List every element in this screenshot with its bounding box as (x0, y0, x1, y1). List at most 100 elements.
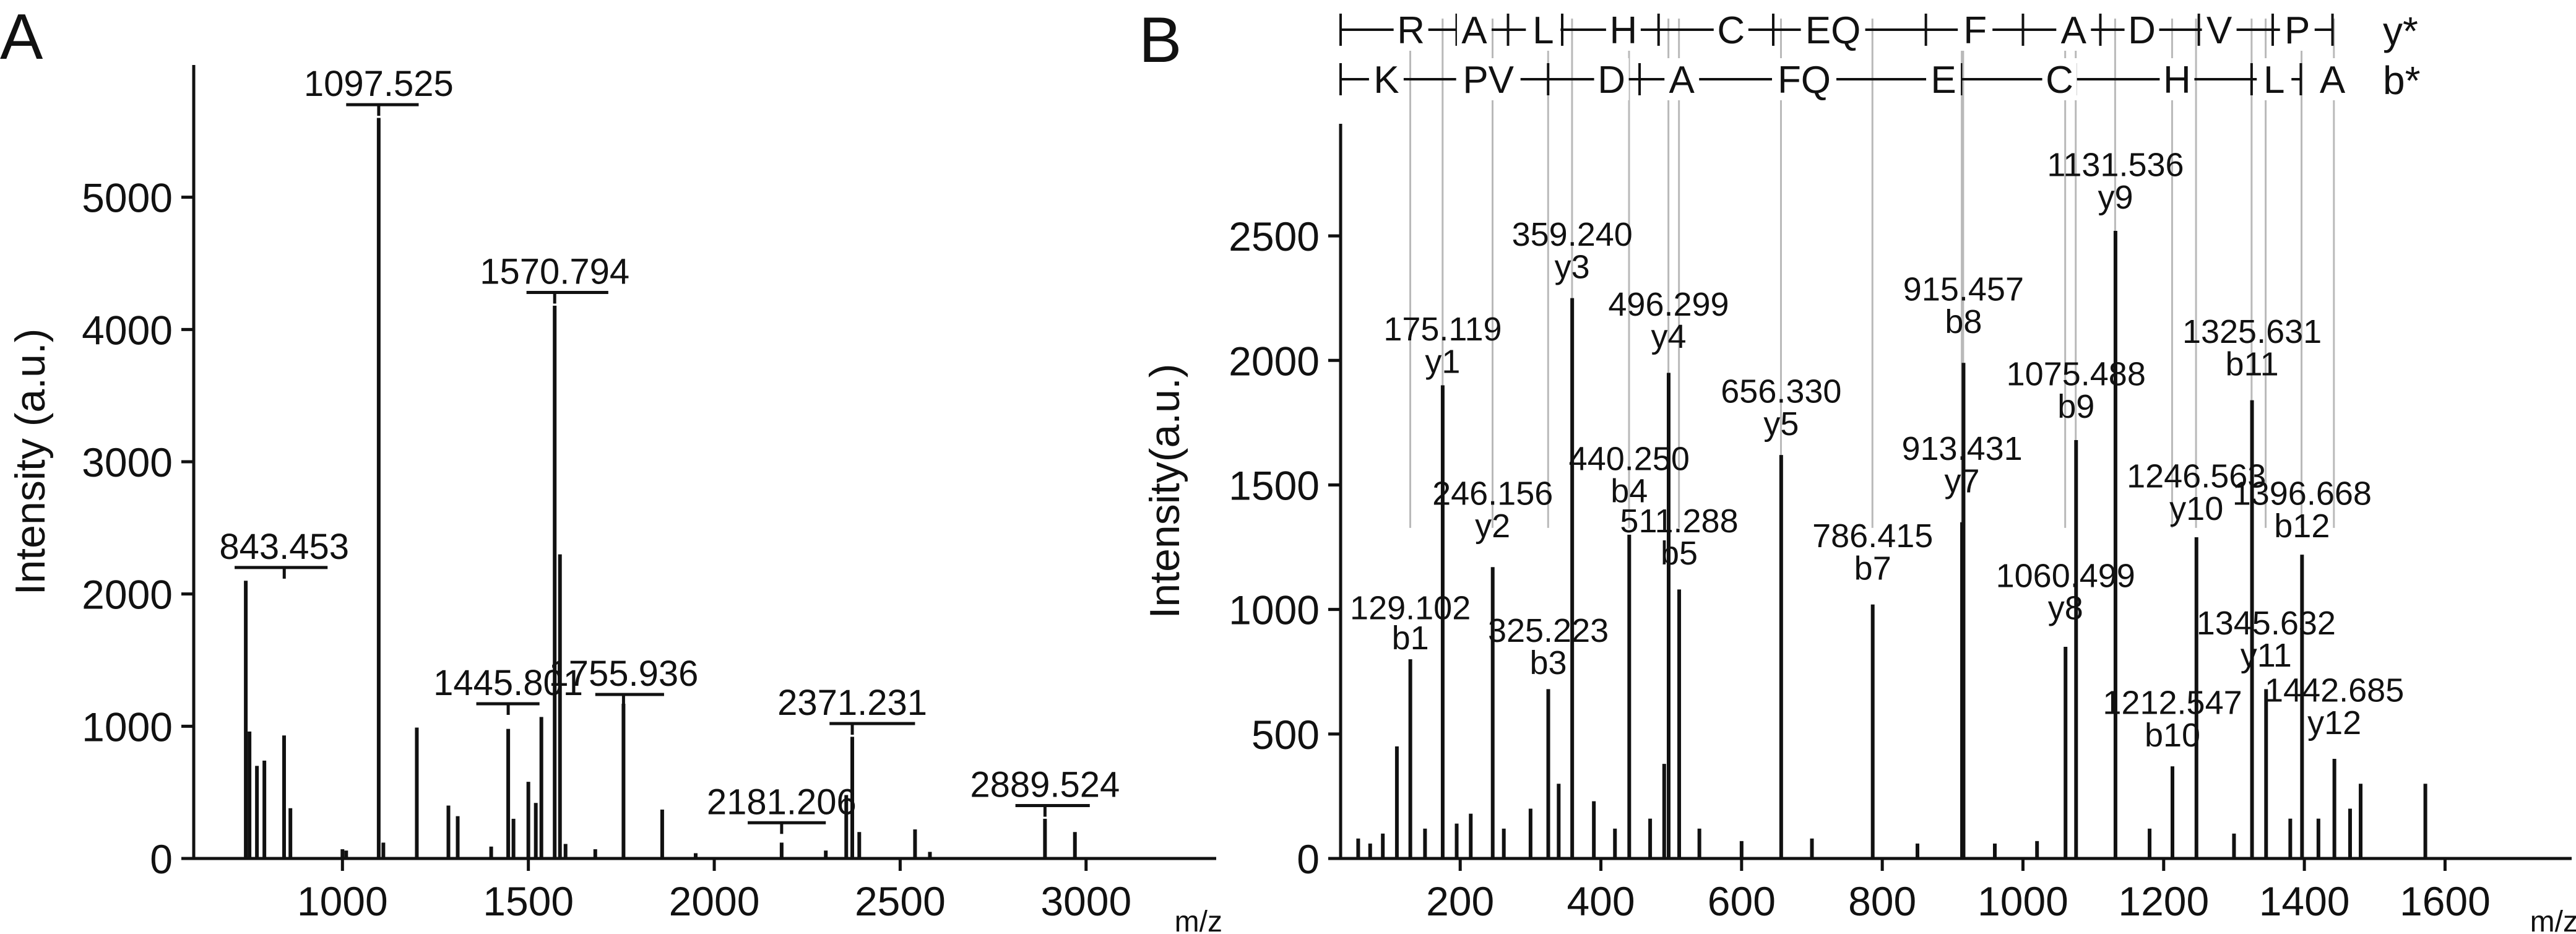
x-tick-label: 2000 (669, 878, 760, 924)
peak-label: b8 (1945, 303, 1982, 340)
x-tick-label: 1000 (1977, 878, 2068, 924)
peak-label: b5 (1661, 535, 1698, 572)
peak-label: 1097.525 (304, 64, 454, 104)
residue-box (2124, 9, 2159, 51)
peak-label: b9 (2057, 388, 2094, 425)
peak-label: y4 (1651, 318, 1686, 355)
panel-label: B (1139, 4, 1182, 76)
peak-label: 511.288 (1620, 503, 1738, 540)
peak-label: 1445.801 (433, 663, 583, 703)
residue-label: F (1963, 9, 1987, 52)
y-axis-label: Intensity (a.u.) (7, 329, 54, 595)
peak-label: y5 (1763, 405, 1799, 443)
residue-label: L (1532, 9, 1554, 52)
residue-label: A (1669, 59, 1695, 102)
x-tick-label: 200 (1426, 878, 1494, 924)
y-tick-label: 0 (150, 836, 173, 882)
residue-label: A (1461, 9, 1487, 52)
x-tick-label: 1200 (2118, 878, 2209, 924)
peak-label: y12 (2307, 704, 2361, 742)
peak-label: 2371.231 (777, 683, 927, 723)
residue-label: E (1930, 59, 1956, 102)
residue-box (1393, 9, 1428, 51)
peak-label: b4 (1610, 473, 1648, 510)
residue-box (1526, 9, 1561, 51)
peak-label: 359.240 (1512, 216, 1633, 253)
peak-label: 1246.563 (2127, 457, 2266, 495)
ion-series-label: b* (2383, 58, 2421, 103)
residue-box (1713, 9, 1748, 51)
residue-label: L (2263, 59, 2284, 102)
residue-box (1594, 58, 1629, 100)
x-tick-label: 3000 (1040, 878, 1131, 924)
peak-label: 1442.685 (2265, 672, 2404, 709)
residue-label: EQ (1805, 9, 1861, 52)
y-tick-label: 5000 (82, 175, 173, 221)
peak-label: 1345.632 (2197, 605, 2336, 642)
peak-label: b1 (1392, 620, 1429, 657)
residue-label: R (1397, 9, 1425, 52)
peak-label: 1755.936 (548, 654, 698, 694)
peak-label: b11 (2226, 345, 2279, 383)
residue-box (2202, 9, 2237, 51)
residue-box (1958, 9, 1993, 51)
residue-box (2280, 9, 2315, 51)
x-tick-label: 1600 (2400, 878, 2491, 924)
x-tick-label: 800 (1848, 878, 1916, 924)
peak-label: b7 (1854, 550, 1891, 587)
peak-label: 129.102 (1350, 590, 1471, 627)
panel-a-chart: A 1000 1500 2000 2500 3000 0 1000 2000 3000 4000 50… (0, 1, 1222, 934)
peak-label: y1 (1425, 343, 1460, 380)
peak-label: 440.250 (1569, 440, 1690, 477)
peak-label: 496.299 (1608, 286, 1729, 323)
residue-label: A (2061, 9, 2087, 52)
peak-label: 1570.794 (480, 252, 629, 292)
y-tick-label: 4000 (82, 307, 173, 353)
peak-label: 1075.488 (2007, 355, 2146, 392)
peak-label: 913.431 (1901, 430, 2022, 467)
peak-label: 1060.499 (1996, 557, 2135, 594)
peak-label: 1325.631 (2182, 313, 2322, 350)
peak-label: y7 (1945, 463, 1980, 500)
residue-label: C (1717, 9, 1745, 52)
x-tick-label: 2500 (855, 878, 946, 924)
panel-b-chart: B 200 400 600 800 1000 1200 1400 1600 0 500 1000 150… (1139, 4, 2576, 934)
x-tick-label: 600 (1708, 878, 1776, 924)
residue-box (2159, 58, 2195, 100)
peak-label: y9 (2098, 179, 2133, 216)
residue-label: V (2206, 9, 2232, 52)
peak-label: 325.223 (1488, 612, 1609, 649)
y-tick-label: 1500 (1229, 462, 1320, 508)
peak-label: 1212.547 (2103, 685, 2242, 722)
y-axis-label: Intensity(a.u.) (1141, 364, 1188, 619)
y-tick-label: 2000 (82, 572, 173, 618)
residue-box (2257, 58, 2292, 100)
peak-label: 175.119 (1383, 311, 1502, 348)
x-axis-label: m/z (1175, 906, 1222, 934)
residue-label: H (2163, 59, 2191, 102)
y-tick-label: 2000 (1229, 338, 1320, 384)
residue-label: P (2284, 9, 2310, 52)
peak-label: 2181.206 (707, 782, 857, 822)
residue-label: C (2046, 59, 2073, 102)
panel-label: A (0, 1, 43, 73)
residue-box (1772, 58, 1837, 100)
x-axis-label: m/z (2530, 906, 2576, 934)
ion-series-label: y* (2383, 9, 2418, 53)
residue-box (1456, 9, 1492, 51)
peak-label: 246.156 (1432, 475, 1553, 512)
residue-box (1368, 58, 1404, 100)
y-tick-label: 3000 (82, 439, 173, 485)
x-tick-label: 1400 (2259, 878, 2350, 924)
residue-box (1456, 58, 1521, 100)
peak-label: b12 (2274, 508, 2330, 545)
peak-label: y3 (1555, 248, 1590, 285)
residue-label: H (1610, 9, 1638, 52)
residue-label: D (2128, 9, 2156, 52)
peak-label: y10 (2169, 490, 2223, 527)
x-tick-label: 1000 (297, 878, 388, 924)
residue-box (2042, 58, 2077, 100)
residue-label: K (1373, 59, 1399, 102)
residue-box (1664, 58, 1700, 100)
